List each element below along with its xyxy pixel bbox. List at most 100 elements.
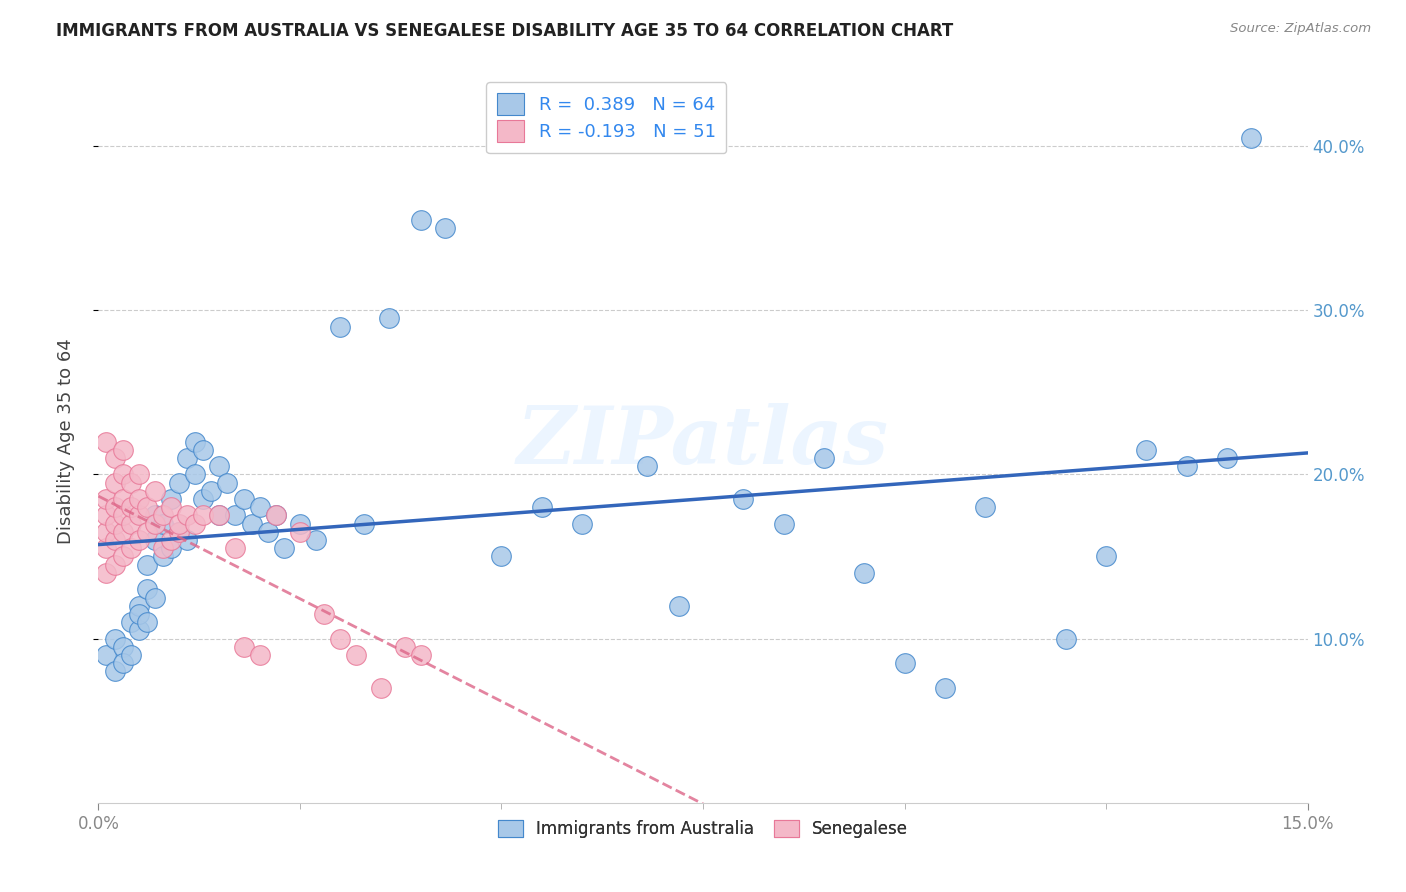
Point [1240, 130, 1263, 145]
Point [160, 500, 183, 515]
Y-axis label: Disability Age 35 to 64: Disability Age 35 to 64 [56, 339, 75, 544]
Point [111, 640, 134, 654]
Point [111, 549, 134, 564]
Point [143, 516, 166, 531]
Text: ZIPatlas: ZIPatlas [517, 403, 889, 480]
Point [1095, 549, 1118, 564]
Point [120, 615, 142, 630]
Point [143, 533, 166, 547]
Point [530, 500, 553, 515]
Point [409, 648, 432, 662]
Point [96, 541, 118, 556]
Point [974, 500, 997, 515]
Point [329, 319, 352, 334]
Point [184, 516, 207, 531]
Point [193, 508, 215, 523]
Point [491, 549, 513, 564]
Point [733, 491, 755, 506]
Point [167, 524, 190, 539]
Point [344, 648, 367, 662]
Point [135, 500, 157, 515]
Point [128, 491, 150, 506]
Point [200, 483, 222, 498]
Point [111, 467, 134, 482]
Point [249, 648, 271, 662]
Point [103, 665, 125, 679]
Text: IMMIGRANTS FROM AUSTRALIA VS SENEGALESE DISABILITY AGE 35 TO 64 CORRELATION CHAR: IMMIGRANTS FROM AUSTRALIA VS SENEGALESE … [56, 22, 953, 40]
Point [111, 508, 134, 523]
Point [143, 483, 166, 498]
Point [208, 508, 231, 523]
Point [120, 475, 142, 490]
Point [208, 508, 231, 523]
Point [1054, 632, 1077, 646]
Point [264, 508, 287, 523]
Point [193, 442, 215, 457]
Point [103, 558, 125, 572]
Point [772, 516, 794, 531]
Point [143, 508, 166, 523]
Point [128, 467, 150, 482]
Point [232, 640, 254, 654]
Point [167, 516, 190, 531]
Point [288, 524, 311, 539]
Point [249, 500, 271, 515]
Point [103, 516, 125, 531]
Point [96, 434, 118, 449]
Point [232, 491, 254, 506]
Text: Source: ZipAtlas.com: Source: ZipAtlas.com [1230, 22, 1371, 36]
Point [128, 508, 150, 523]
Point [152, 549, 174, 564]
Point [103, 632, 125, 646]
Point [240, 516, 263, 531]
Point [111, 491, 134, 506]
Point [96, 491, 118, 506]
Point [167, 524, 190, 539]
Point [120, 648, 142, 662]
Legend: Immigrants from Australia, Senegalese: Immigrants from Australia, Senegalese [491, 814, 915, 845]
Point [217, 475, 239, 490]
Point [120, 541, 142, 556]
Point [409, 212, 432, 227]
Point [370, 681, 392, 695]
Point [1216, 450, 1239, 465]
Point [128, 624, 150, 638]
Point [256, 524, 278, 539]
Point [184, 434, 207, 449]
Point [893, 657, 915, 671]
Point [135, 582, 157, 597]
Point [103, 475, 125, 490]
Point [353, 516, 375, 531]
Point [160, 491, 183, 506]
Point [103, 450, 125, 465]
Point [135, 558, 157, 572]
Point [571, 516, 593, 531]
Point [394, 640, 416, 654]
Point [120, 500, 142, 515]
Point [1135, 442, 1157, 457]
Point [160, 541, 183, 556]
Point [103, 533, 125, 547]
Point [96, 566, 118, 580]
Point [160, 533, 183, 547]
Point [96, 524, 118, 539]
Point [152, 508, 174, 523]
Point [264, 508, 287, 523]
Point [152, 541, 174, 556]
Point [135, 524, 157, 539]
Point [96, 508, 118, 523]
Point [96, 648, 118, 662]
Point [103, 500, 125, 515]
Point [224, 508, 246, 523]
Point [273, 541, 295, 556]
Point [176, 533, 198, 547]
Point [813, 450, 835, 465]
Point [934, 681, 956, 695]
Point [434, 221, 457, 235]
Point [668, 599, 690, 613]
Point [329, 632, 352, 646]
Point [224, 541, 246, 556]
Point [636, 459, 658, 474]
Point [377, 311, 399, 326]
Point [305, 533, 328, 547]
